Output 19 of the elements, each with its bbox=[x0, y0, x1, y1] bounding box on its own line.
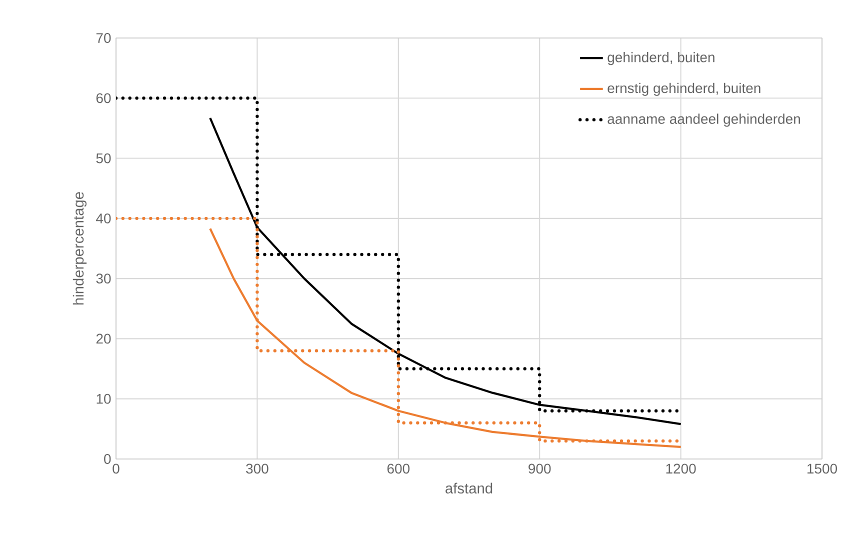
y-tick-label: 30 bbox=[96, 274, 111, 284]
x-tick-label: 300 bbox=[246, 464, 268, 474]
legend-label: gehinderd, buiten bbox=[608, 52, 714, 66]
x-tick-label: 600 bbox=[387, 464, 410, 474]
y-tick-label: 40 bbox=[96, 213, 111, 224]
x-tick-label: 1500 bbox=[807, 464, 838, 474]
y-axis-title: hinderpercentage bbox=[72, 192, 87, 305]
legend-label: ernstig gehinderd, buiten bbox=[608, 82, 760, 96]
y-tick-label: 60 bbox=[96, 93, 111, 104]
y-tick-label: 0 bbox=[104, 454, 111, 464]
y-tick-label: 10 bbox=[96, 394, 111, 404]
y-tick-label: 20 bbox=[96, 334, 111, 344]
y-tick-label: 50 bbox=[96, 153, 111, 164]
y-tick-label: 70 bbox=[96, 33, 111, 43]
x-tick-label: 0 bbox=[112, 464, 120, 474]
x-tick-label: 900 bbox=[528, 464, 551, 474]
legend-label: aanname aandeel gehinderden bbox=[608, 114, 800, 127]
x-tick-label: 1200 bbox=[666, 464, 696, 474]
x-axis-title: afstand bbox=[446, 482, 492, 494]
